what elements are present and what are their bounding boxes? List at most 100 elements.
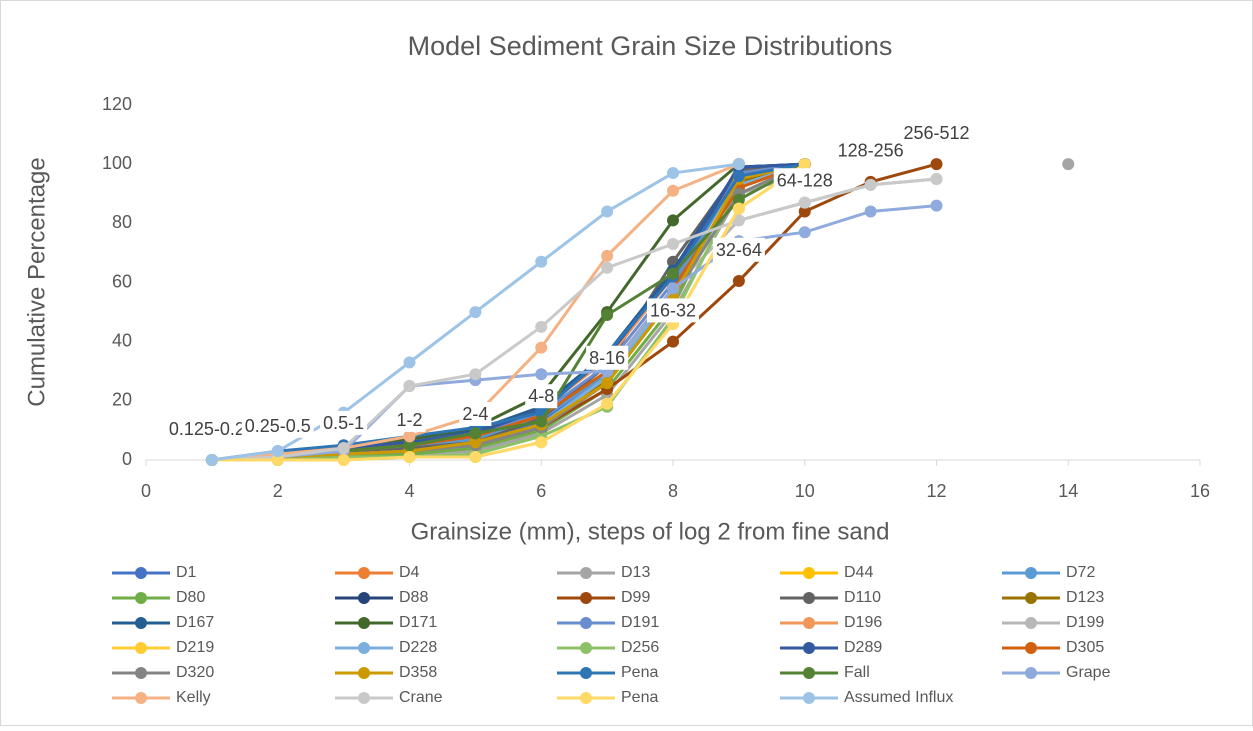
- data-point: [469, 368, 482, 381]
- data-point: [601, 205, 614, 218]
- legend-label: D167: [176, 614, 214, 631]
- data-point: [469, 451, 482, 464]
- data-label-group: 1-2: [393, 407, 426, 432]
- legend-marker: [358, 667, 370, 679]
- data-point: [403, 356, 416, 369]
- data-point: [930, 158, 943, 171]
- legend-marker: [1025, 567, 1037, 579]
- data-point: [732, 158, 745, 171]
- legend-label: D99: [621, 589, 650, 606]
- data-point: [667, 335, 679, 348]
- legend-marker: [803, 692, 815, 704]
- legend-label: Grape: [1066, 664, 1111, 681]
- legend-marker: [1025, 617, 1037, 629]
- data-label-bg: [241, 413, 314, 438]
- data-label-bg: [712, 237, 765, 262]
- legend-label: D4: [399, 564, 420, 581]
- y-tick-label: 20: [112, 390, 132, 410]
- legend-label: Kelly: [176, 689, 211, 706]
- legend-marker: [1025, 592, 1037, 604]
- legend-label: D88: [399, 589, 428, 606]
- data-point: [403, 451, 416, 464]
- legend-label: D358: [399, 664, 437, 681]
- data-point: [930, 172, 943, 185]
- x-tick-label: 0: [141, 481, 151, 501]
- y-tick-label: 60: [112, 271, 132, 291]
- legend-label: Pena: [621, 664, 658, 681]
- legend-label: D228: [399, 639, 437, 656]
- legend-marker: [580, 567, 592, 579]
- legend-marker: [580, 617, 592, 629]
- data-point: [798, 196, 811, 209]
- data-point: [469, 306, 482, 319]
- legend-marker: [803, 617, 815, 629]
- chart-title: Model Sediment Grain Size Distributions: [408, 31, 893, 61]
- data-point: [535, 415, 548, 428]
- data-label-bg: [773, 168, 836, 193]
- data-point: [271, 454, 284, 466]
- series-line: [211, 162, 806, 462]
- legend-label: D196: [844, 614, 882, 631]
- data-point: [667, 267, 679, 280]
- data-label-bg: [646, 298, 700, 323]
- data-point: [403, 439, 416, 452]
- data-point: [601, 249, 614, 262]
- data-point: [798, 158, 811, 171]
- legend-label: D123: [1066, 589, 1104, 606]
- legend-marker: [358, 617, 370, 629]
- data-point: [930, 199, 943, 212]
- legend-label: D219: [176, 639, 214, 656]
- legend-marker: [580, 692, 592, 704]
- data-point: [864, 205, 877, 218]
- data-label-group: 2-4: [459, 401, 492, 426]
- data-point: [271, 445, 284, 458]
- legend-label: Fall: [844, 664, 870, 681]
- data-point: [667, 282, 679, 295]
- data-point: [798, 205, 811, 218]
- x-tick-label: 16: [1190, 481, 1210, 501]
- legend-marker: [580, 642, 592, 654]
- series-line: [211, 204, 937, 462]
- data-label-group: 32-64: [712, 237, 765, 262]
- data-label-bg: [525, 384, 558, 409]
- data-point: [667, 238, 679, 251]
- legend-marker: [358, 592, 370, 604]
- data-point: [667, 167, 679, 180]
- data-label-group: 16-32: [646, 298, 700, 323]
- legend-marker: [135, 592, 147, 604]
- legend-label: D44: [844, 564, 873, 581]
- legend-marker: [135, 617, 147, 629]
- data-point: [205, 454, 218, 466]
- data-label-group: 128-256: [834, 138, 907, 163]
- y-tick-label: 80: [112, 212, 132, 232]
- data-point: [535, 341, 548, 354]
- legend-label: D199: [1066, 614, 1104, 631]
- legend-label: D171: [399, 614, 437, 631]
- legend-label: Pena: [621, 689, 658, 706]
- data-point: [469, 427, 482, 440]
- legend-label: D80: [176, 589, 205, 606]
- legend-label: D320: [176, 664, 214, 681]
- x-tick-label: 2: [273, 481, 283, 501]
- data-point: [864, 178, 877, 191]
- legend-label: D305: [1066, 639, 1104, 656]
- series-line: [211, 177, 937, 462]
- y-tick-label: 40: [112, 330, 132, 350]
- data-point: [732, 170, 745, 182]
- data-label: 4-8: [528, 386, 554, 406]
- legend-label: Assumed Influx: [844, 689, 953, 706]
- legend-marker: [135, 667, 147, 679]
- legend-marker: [358, 692, 370, 704]
- legend-label: D13: [621, 564, 650, 581]
- data-label: 32-64: [716, 240, 762, 260]
- y-tick-label: 120: [102, 94, 132, 114]
- data-point: [667, 184, 679, 197]
- data-label-bg: [393, 407, 426, 432]
- x-tick-label: 12: [926, 481, 946, 501]
- data-label-group: 64-128: [773, 168, 836, 193]
- legend-marker: [1025, 667, 1037, 679]
- data-point: [667, 214, 679, 227]
- y-axis-title: Cumulative Percentage: [23, 157, 50, 406]
- data-label-bg: [320, 410, 368, 435]
